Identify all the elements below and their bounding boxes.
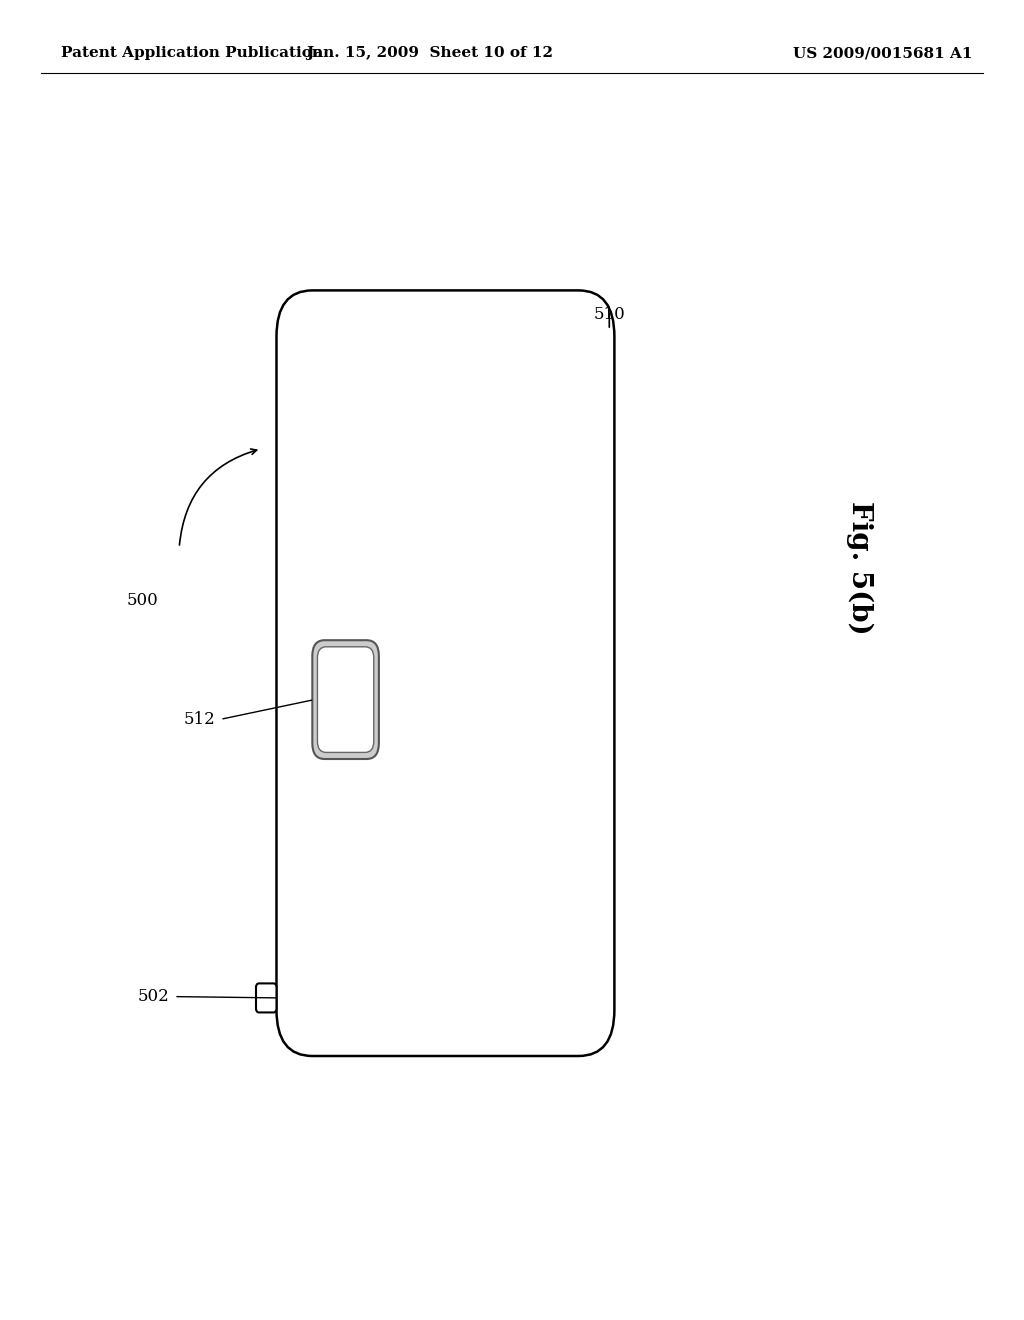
- Text: 510: 510: [593, 306, 626, 323]
- FancyBboxPatch shape: [317, 647, 374, 752]
- FancyBboxPatch shape: [256, 983, 276, 1012]
- Text: Patent Application Publication: Patent Application Publication: [61, 46, 324, 61]
- Text: 500: 500: [127, 593, 159, 609]
- FancyBboxPatch shape: [312, 640, 379, 759]
- Text: 502: 502: [137, 989, 169, 1005]
- Text: US 2009/0015681 A1: US 2009/0015681 A1: [794, 46, 973, 61]
- Text: Fig. 5(b): Fig. 5(b): [847, 500, 873, 635]
- FancyBboxPatch shape: [276, 290, 614, 1056]
- Text: Jan. 15, 2009  Sheet 10 of 12: Jan. 15, 2009 Sheet 10 of 12: [306, 46, 554, 61]
- Text: 512: 512: [183, 711, 215, 727]
